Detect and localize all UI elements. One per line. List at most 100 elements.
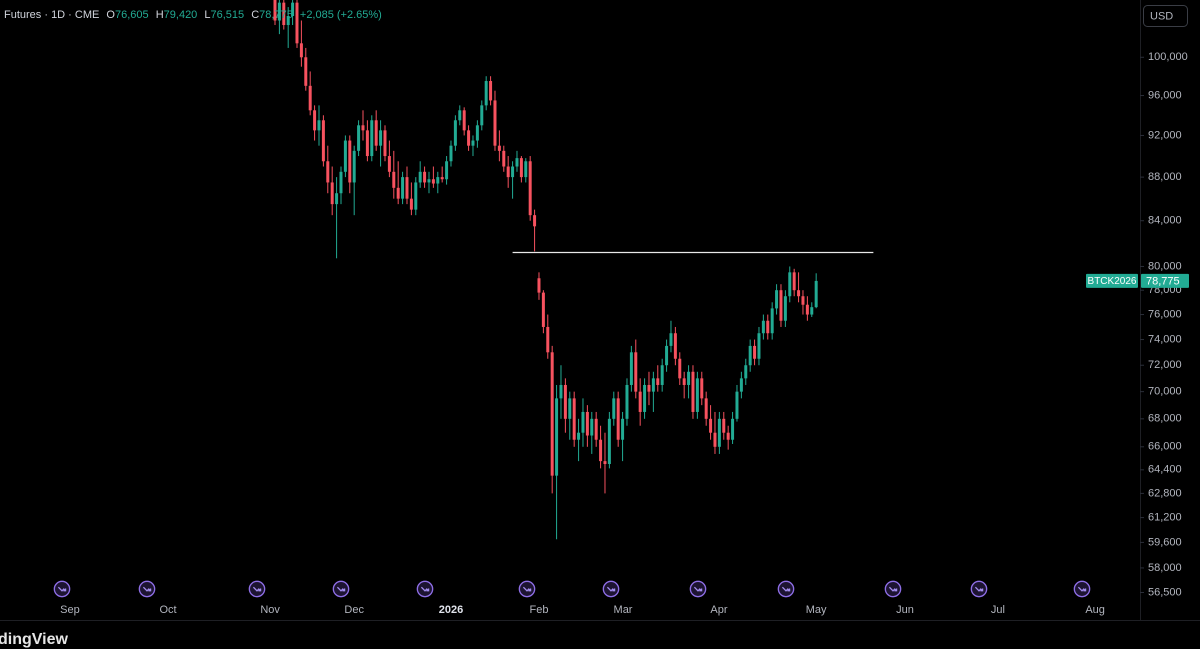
candle-body: [321, 120, 325, 162]
candle-body: [678, 358, 682, 379]
candle-body: [392, 171, 396, 188]
candle-body: [304, 57, 308, 86]
candle-body: [713, 432, 717, 447]
x-tick-label: Aug: [1085, 604, 1105, 616]
candle-body: [449, 145, 453, 162]
event-marker[interactable]: [602, 580, 620, 598]
x-tick-label: Nov: [260, 604, 280, 616]
candle-body: [735, 391, 739, 419]
candle-body: [374, 120, 378, 146]
y-tick-label: 74,000: [1148, 333, 1182, 345]
candle-body: [537, 278, 541, 293]
event-marker[interactable]: [970, 580, 988, 598]
candle-body: [383, 130, 387, 157]
event-marker[interactable]: [416, 580, 434, 598]
candle-body: [691, 371, 695, 412]
candle-body: [313, 110, 317, 131]
event-marker[interactable]: [248, 580, 266, 598]
candle-body: [352, 150, 356, 183]
candle-body: [396, 187, 400, 199]
candle-body: [647, 384, 651, 392]
event-marker[interactable]: [689, 580, 707, 598]
y-tick-label: 80,000: [1148, 260, 1182, 272]
y-tick-label: 70,000: [1148, 386, 1182, 398]
candle-body: [409, 198, 413, 210]
field-value: 76,515: [211, 9, 245, 21]
candle-body: [599, 439, 603, 462]
candle-body: [555, 398, 559, 476]
candle-body: [744, 365, 748, 379]
candle-body: [757, 333, 761, 359]
x-tick-label: Dec: [344, 604, 364, 616]
x-tick-label: Jul: [991, 604, 1005, 616]
field-value: 79,420: [164, 9, 198, 21]
candle-body: [739, 378, 743, 392]
candle-body: [515, 158, 519, 167]
candle-body: [273, 0, 277, 21]
candle-body: [414, 182, 418, 210]
candle-body: [673, 333, 677, 359]
candle-body: [797, 290, 801, 297]
y-tick-label: 96,000: [1148, 89, 1182, 101]
candle-body: [783, 296, 787, 321]
event-marker[interactable]: [1073, 580, 1091, 598]
candle-body: [660, 365, 664, 385]
candle-body: [656, 378, 660, 385]
candle-body: [682, 378, 686, 385]
candle-body: [788, 272, 792, 297]
y-tick-label: 76,000: [1148, 308, 1182, 320]
y-tick-label: 100,000: [1148, 51, 1188, 63]
candle-body: [440, 177, 444, 180]
candle-body: [365, 130, 369, 157]
candle-body: [577, 432, 581, 440]
candle-body: [761, 320, 765, 334]
plot-area: [273, 0, 874, 540]
event-marker[interactable]: [777, 580, 795, 598]
event-marker[interactable]: [884, 580, 902, 598]
candle-body: [731, 418, 735, 440]
candle-body: [634, 352, 638, 392]
candle-body: [621, 418, 625, 440]
y-tick-label: 62,800: [1148, 487, 1182, 499]
candle-body: [339, 171, 343, 194]
candle-body: [418, 171, 422, 183]
currency-button-frame[interactable]: [1143, 5, 1188, 27]
candle-body: [629, 352, 633, 385]
event-marker[interactable]: [138, 580, 156, 598]
y-tick-label: 58,000: [1148, 562, 1182, 574]
candle-body: [317, 120, 321, 131]
currency-label[interactable]: USD: [1150, 10, 1173, 22]
event-marker[interactable]: [518, 580, 536, 598]
candle-body: [462, 110, 466, 131]
candle-body: [445, 161, 449, 180]
x-tick-label: Mar: [614, 604, 633, 616]
candle-body: [506, 166, 510, 178]
field-key: H: [156, 9, 164, 21]
x-tick-label: Apr: [710, 604, 727, 616]
candle-body: [625, 384, 629, 419]
candle-body: [643, 384, 647, 412]
footer-brand: dingView: [0, 631, 68, 648]
field-value: 78,775: [259, 9, 293, 21]
candle-body: [348, 140, 352, 183]
candle-body: [563, 384, 567, 419]
price-label-box: [1141, 273, 1189, 288]
y-tick-label: 56,500: [1148, 586, 1182, 598]
candle-body: [467, 130, 471, 146]
currency-button[interactable]: USD: [1143, 5, 1188, 27]
y-tick-label: 92,000: [1148, 129, 1182, 141]
candle-body: [379, 130, 383, 146]
candle-body: [568, 398, 572, 419]
field-value: 76,605: [115, 9, 149, 21]
event-marker[interactable]: [332, 580, 350, 598]
x-tick-label: Sep: [60, 604, 80, 616]
candle-body: [748, 345, 752, 366]
candle-body: [612, 398, 616, 419]
candle-body: [572, 398, 576, 440]
candle-body: [581, 411, 585, 433]
event-marker[interactable]: [53, 580, 71, 598]
candle-body: [805, 304, 809, 315]
candle-body: [330, 182, 334, 205]
candle-body: [286, 16, 290, 26]
candle-body: [594, 418, 598, 440]
